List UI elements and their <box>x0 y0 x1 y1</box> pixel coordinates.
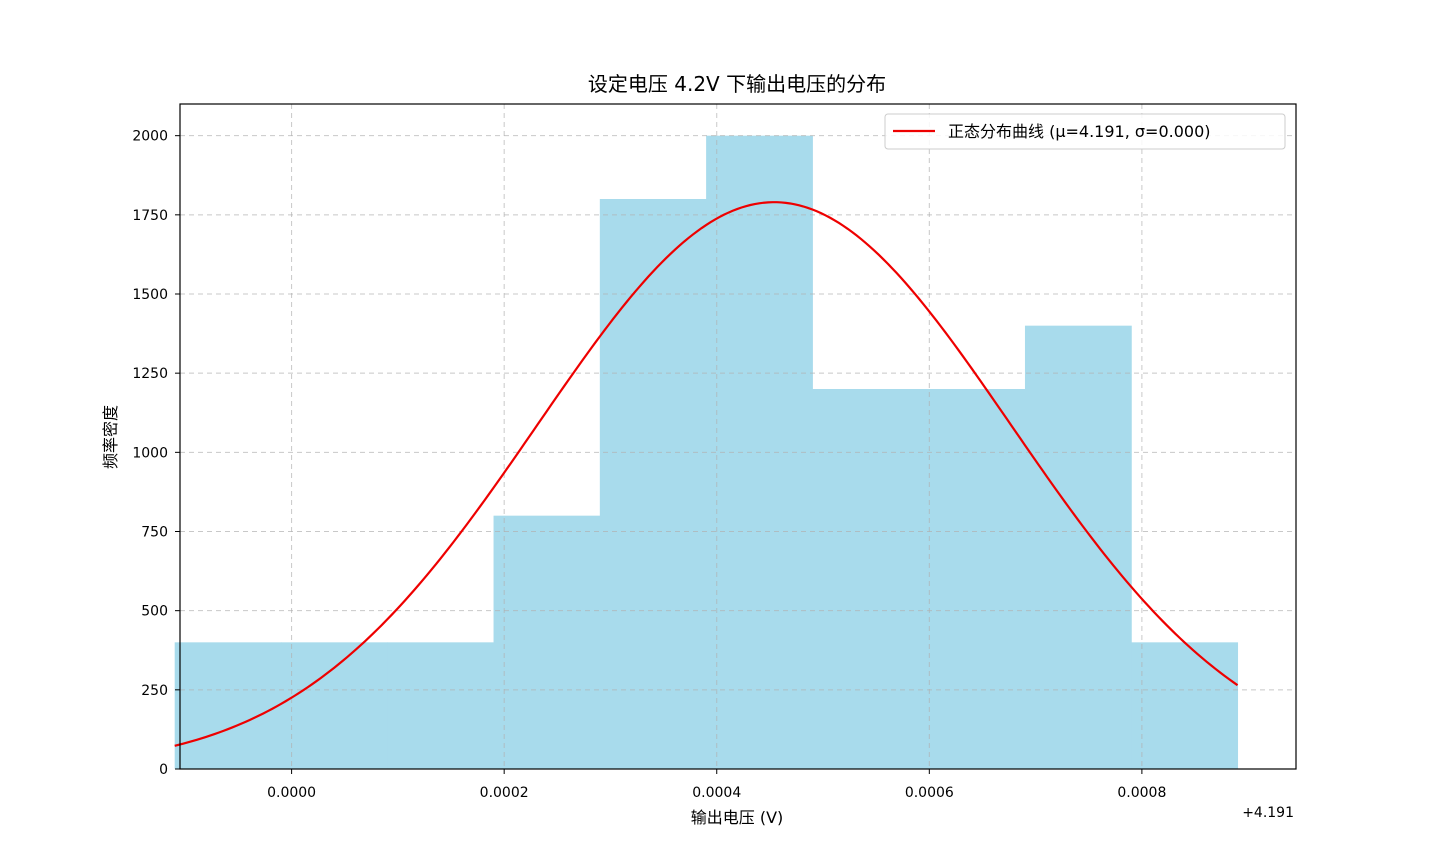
histogram-bar-6 <box>812 389 920 769</box>
y-tick-label-0: 0 <box>159 762 168 778</box>
y-tick-label-1: 250 <box>141 683 168 699</box>
legend: 正态分布曲线 (μ=4.191, σ=0.000) <box>884 113 1286 150</box>
histogram-bar-1 <box>280 642 388 769</box>
histogram-bar-9 <box>1131 642 1239 769</box>
x-tick-label-2: 0.0004 <box>692 785 741 801</box>
x-axis-ticks: 0.0000 0.0002 0.0004 0.0006 0.0008 <box>267 769 1166 801</box>
histogram-bar-2 <box>387 642 495 769</box>
chart-title: 设定电压 4.2V 下输出电压的分布 <box>588 72 886 96</box>
legend-box <box>884 113 1286 150</box>
y-tick-label-2: 500 <box>141 604 168 620</box>
y-axis-label: 频率密度 <box>101 405 120 469</box>
histogram-bar-0 <box>174 642 282 769</box>
x-tick-label-0: 0.0000 <box>267 785 316 801</box>
y-tick-label-3: 750 <box>141 525 168 541</box>
x-tick-label-4: 0.0008 <box>1117 785 1166 801</box>
y-tick-label-7: 1750 <box>132 208 168 224</box>
x-tick-label-1: 0.0002 <box>480 785 529 801</box>
y-axis-ticks: 0 250 500 750 1000 1250 1500 1750 2000 <box>132 129 180 778</box>
x-axis-label: 输出电压 (V) <box>691 808 784 827</box>
y-tick-label-8: 2000 <box>132 129 168 145</box>
histogram-bar-3 <box>493 515 601 769</box>
histogram-bar-8 <box>1024 325 1132 769</box>
histogram-bar-4 <box>599 199 707 769</box>
histogram-bar-7 <box>918 389 1026 769</box>
normal-curve-layer <box>174 201 1239 747</box>
y-tick-label-4: 1000 <box>132 445 168 461</box>
x-axis-offset-label: +4.191 <box>1242 805 1294 821</box>
normal-curve-line <box>174 201 1239 747</box>
y-tick-label-5: 1250 <box>132 366 168 382</box>
plot-frame <box>179 103 1297 770</box>
x-tick-label-3: 0.0006 <box>905 785 954 801</box>
legend-label: 正态分布曲线 (μ=4.191, σ=0.000) <box>948 122 1211 141</box>
y-tick-label-6: 1500 <box>132 287 168 303</box>
